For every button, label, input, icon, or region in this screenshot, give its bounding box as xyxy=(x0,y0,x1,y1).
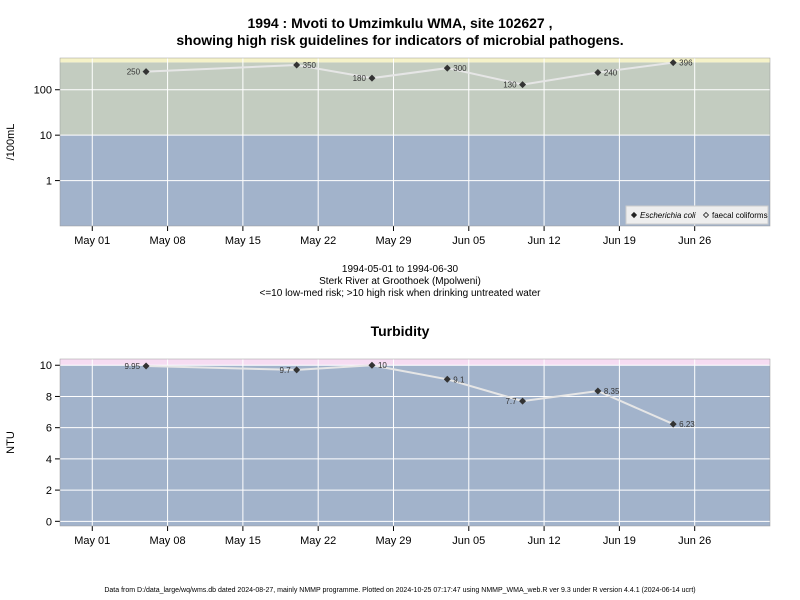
turbidity-x-tick-label: May 01 xyxy=(74,535,110,547)
turbidity-x-tick-label: Jun 19 xyxy=(603,535,636,547)
ecoli-x-tick-label: Jun 26 xyxy=(678,235,711,247)
turbidity-data-label: 8.35 xyxy=(604,387,620,396)
turbidity-data-point xyxy=(594,387,602,395)
ecoli-data-point xyxy=(443,64,451,72)
footer-note: Data from D:/data_large/wq/wms.db dated … xyxy=(104,587,696,594)
turbidity-y-tick-label: 6 xyxy=(46,423,52,435)
turbidity-risk-band xyxy=(60,365,770,526)
turbidity-data-point xyxy=(368,361,376,369)
turbidity-data-label: 10 xyxy=(378,361,387,370)
ecoli-data-point xyxy=(594,68,602,76)
turbidity-data-point xyxy=(443,375,451,383)
ecoli-y-tick-label: 10 xyxy=(40,130,52,142)
turbidity-data-label: 6.23 xyxy=(679,420,695,429)
ecoli-data-label: 350 xyxy=(303,61,317,70)
turbidity-x-tick-label: Jun 26 xyxy=(678,535,711,547)
ecoli-x-tick-label: Jun 05 xyxy=(452,235,485,247)
turbidity-data-label: 9.1 xyxy=(453,375,465,384)
turbidity-y-tick-label: 0 xyxy=(46,516,52,528)
ecoli-x-tick-label: Jun 19 xyxy=(603,235,636,247)
turbidity-data-point xyxy=(669,420,677,428)
ecoli-data-label: 396 xyxy=(679,59,693,68)
ecoli-data-label: 130 xyxy=(503,81,517,90)
risk-guideline-caption: <=10 low-med risk; >10 high risk when dr… xyxy=(259,288,541,299)
turbidity-data-point xyxy=(293,366,301,374)
turbidity-plot-frame xyxy=(59,358,771,527)
ecoli-data-point xyxy=(519,81,527,89)
legend-label: faecal coliforms xyxy=(712,211,768,220)
turbidity-y-tick-label: 2 xyxy=(46,485,52,497)
turbidity-y-tick-label: 10 xyxy=(40,360,52,372)
legend-marker xyxy=(702,211,710,219)
ecoli-x-tick-label: May 08 xyxy=(150,235,186,247)
ecoli-data-point xyxy=(142,68,150,76)
ecoli-y-axis-title: /100mL xyxy=(5,124,17,161)
legend-box xyxy=(625,205,769,225)
turbidity-x-tick-label: Jun 05 xyxy=(452,535,485,547)
ecoli-y-tick-label: 1 xyxy=(46,176,52,188)
chart-title-line-2: showing high risk guidelines for indicat… xyxy=(176,32,624,48)
ecoli-x-tick-label: May 22 xyxy=(300,235,336,247)
turbidity-x-tick-label: May 15 xyxy=(225,535,261,547)
turbidity-data-label: 7.7 xyxy=(505,397,517,406)
turbidity-data-point xyxy=(519,397,527,405)
ecoli-data-label: 250 xyxy=(127,68,141,77)
turbidity-title: Turbidity xyxy=(370,323,430,339)
turbidity-x-tick-label: May 29 xyxy=(375,535,411,547)
ecoli-risk-band xyxy=(60,58,770,63)
ecoli-risk-band xyxy=(60,62,770,136)
date-range-caption: 1994-05-01 to 1994-06-30 xyxy=(341,264,459,275)
turbidity-y-tick-label: 4 xyxy=(46,454,52,466)
ecoli-data-point xyxy=(293,61,301,69)
turbidity-x-tick-label: Jun 12 xyxy=(528,535,561,547)
legend-label: Escherichia coli xyxy=(640,211,696,220)
ecoli-data-point xyxy=(368,74,376,82)
turbidity-risk-band xyxy=(60,359,770,366)
chart-title-line-1: 1994 : Mvoti to Umzimkulu WMA, site 1026… xyxy=(247,15,553,31)
legend-marker xyxy=(630,211,638,219)
ecoli-plot-frame xyxy=(59,57,771,227)
ecoli-x-tick-label: May 15 xyxy=(225,235,261,247)
turbidity-x-tick-label: May 08 xyxy=(150,535,186,547)
ecoli-data-label: 240 xyxy=(604,68,618,77)
turbidity-data-label: 9.7 xyxy=(280,366,292,375)
ecoli-x-tick-label: May 29 xyxy=(375,235,411,247)
turbidity-y-axis-title: NTU xyxy=(5,431,17,454)
turbidity-x-tick-label: May 22 xyxy=(300,535,336,547)
ecoli-x-tick-label: May 01 xyxy=(74,235,110,247)
ecoli-data-point xyxy=(669,59,677,67)
ecoli-data-label: 300 xyxy=(453,64,467,73)
ecoli-x-tick-label: Jun 12 xyxy=(528,235,561,247)
turbidity-data-label: 9.95 xyxy=(124,362,140,371)
ecoli-y-tick-label: 100 xyxy=(34,85,52,97)
site-caption: Sterk River at Groothoek (Mpolweni) xyxy=(319,276,481,287)
turbidity-data-point xyxy=(142,362,150,370)
ecoli-data-label: 180 xyxy=(353,74,367,83)
turbidity-y-tick-label: 8 xyxy=(46,391,52,403)
